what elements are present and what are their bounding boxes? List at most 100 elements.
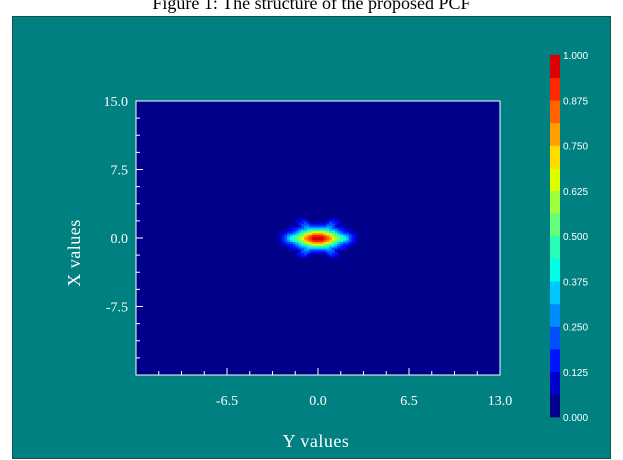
- colorbar-tick-label: 0.250: [563, 323, 588, 334]
- heatmap-cell: [326, 221, 330, 224]
- heatmap-cell: [354, 236, 358, 239]
- heatmap-cell: [323, 223, 327, 226]
- heatmap-cell: [298, 250, 302, 254]
- heatmap-cell: [334, 247, 338, 250]
- heatmap-cell: [320, 248, 324, 252]
- heatmap-cell: [329, 239, 333, 243]
- heatmap-cell: [337, 239, 341, 243]
- heatmap-cell: [292, 243, 296, 246]
- heatmap-cell: [334, 248, 338, 252]
- heatmap-cell: [334, 221, 338, 224]
- heatmap-cell: [301, 239, 305, 243]
- heatmap-cell: [323, 230, 327, 233]
- heatmap-cell: [301, 225, 305, 228]
- heatmap-cell: [290, 232, 294, 235]
- heatmap-cell: [320, 238, 324, 241]
- heatmap-cell: [329, 221, 333, 224]
- heatmap-cell: [290, 248, 294, 252]
- heatmap-cell: [323, 241, 327, 244]
- heatmap-cell: [334, 225, 338, 228]
- heatmap-cell: [340, 234, 344, 237]
- heatmap-cell: [304, 230, 308, 233]
- heatmap-cell: [323, 232, 327, 235]
- heatmap-cell: [295, 252, 299, 255]
- heatmap-cell: [334, 256, 338, 259]
- heatmap-cell: [306, 223, 310, 226]
- heatmap-cell: [304, 236, 308, 239]
- heatmap-cell: [301, 241, 305, 244]
- heatmap-cell: [290, 227, 294, 230]
- heatmap-cell: [298, 225, 302, 228]
- heatmap-cell: [343, 236, 347, 239]
- heatmap-cell: [298, 227, 302, 230]
- heatmap-cell: [329, 232, 333, 235]
- heatmap-cell: [318, 252, 322, 255]
- heatmap-cell: [329, 217, 333, 221]
- heatmap-cell: [298, 232, 302, 235]
- heatmap-cell: [332, 252, 336, 255]
- heatmap-cell: [287, 241, 291, 244]
- heatmap-cell: [304, 239, 308, 243]
- heatmap-cell: [320, 236, 324, 239]
- heatmap-cell: [348, 228, 352, 232]
- heatmap-cell: [337, 221, 341, 224]
- heatmap-cell: [332, 239, 336, 243]
- heatmap-cell: [340, 248, 344, 252]
- heatmap-cell: [326, 252, 330, 255]
- heatmap-cell: [290, 243, 294, 246]
- heatmap-cell: [320, 230, 324, 233]
- heatmap-cell: [318, 230, 322, 233]
- heatmap-cell: [304, 241, 308, 244]
- heatmap-cell: [323, 238, 327, 241]
- heatmap-cell: [287, 247, 291, 250]
- heatmap-cell: [346, 228, 350, 232]
- heatmap-cell: [292, 228, 296, 232]
- heatmap-cell: [332, 248, 336, 252]
- heatmap-cell: [301, 250, 305, 254]
- heatmap-cell: [312, 247, 316, 250]
- heatmap-cell: [301, 228, 305, 232]
- heatmap-cell: [278, 241, 282, 244]
- heatmap-cell: [318, 238, 322, 241]
- heatmap-cell: [326, 250, 330, 254]
- y-tick-label: 7.5: [111, 164, 129, 179]
- heatmap-cell: [326, 243, 330, 246]
- heatmap-cell: [337, 227, 341, 230]
- heatmap-cell: [287, 234, 291, 237]
- heatmap-cell: [295, 219, 299, 222]
- y-axis-title: X values: [64, 219, 84, 286]
- heatmap-cell: [326, 234, 330, 237]
- colorbar-tick-label: 1.000: [563, 51, 588, 62]
- heatmap-cell: [326, 248, 330, 252]
- heatmap-cell: [292, 234, 296, 237]
- colorbar-tick-label: 0.125: [563, 368, 588, 379]
- heatmap-cell: [334, 243, 338, 246]
- heatmap-cell: [295, 228, 299, 232]
- heatmap-cell: [304, 234, 308, 237]
- heatmap-cell: [320, 232, 324, 235]
- heatmap-cell: [292, 238, 296, 241]
- heatmap-cell: [354, 234, 358, 237]
- heatmap-cell: [306, 241, 310, 244]
- heatmap-cell: [284, 236, 288, 239]
- heatmap-cell: [306, 248, 310, 252]
- heatmap-cell: [304, 238, 308, 241]
- heatmap-cell: [346, 232, 350, 235]
- colorbar-segment: [550, 145, 560, 169]
- heatmap-cell: [320, 252, 324, 255]
- heatmap-cell: [348, 236, 352, 239]
- colorbar-segment: [550, 77, 560, 101]
- heatmap-cell: [334, 252, 338, 255]
- heatmap-cell: [298, 219, 302, 222]
- colorbar-tick-label: 0.375: [563, 277, 588, 288]
- heatmap-cell: [309, 230, 313, 233]
- figure-caption: Figure 1: The structure of the proposed …: [152, 0, 471, 13]
- heatmap-cell: [323, 236, 327, 239]
- heatmap-cell: [334, 241, 338, 244]
- heatmap-cell: [298, 238, 302, 241]
- heatmap-cell: [334, 236, 338, 239]
- heatmap-cell: [309, 247, 313, 250]
- heatmap-cell: [298, 248, 302, 252]
- heatmap-cell: [326, 241, 330, 244]
- heatmap-cell: [304, 221, 308, 224]
